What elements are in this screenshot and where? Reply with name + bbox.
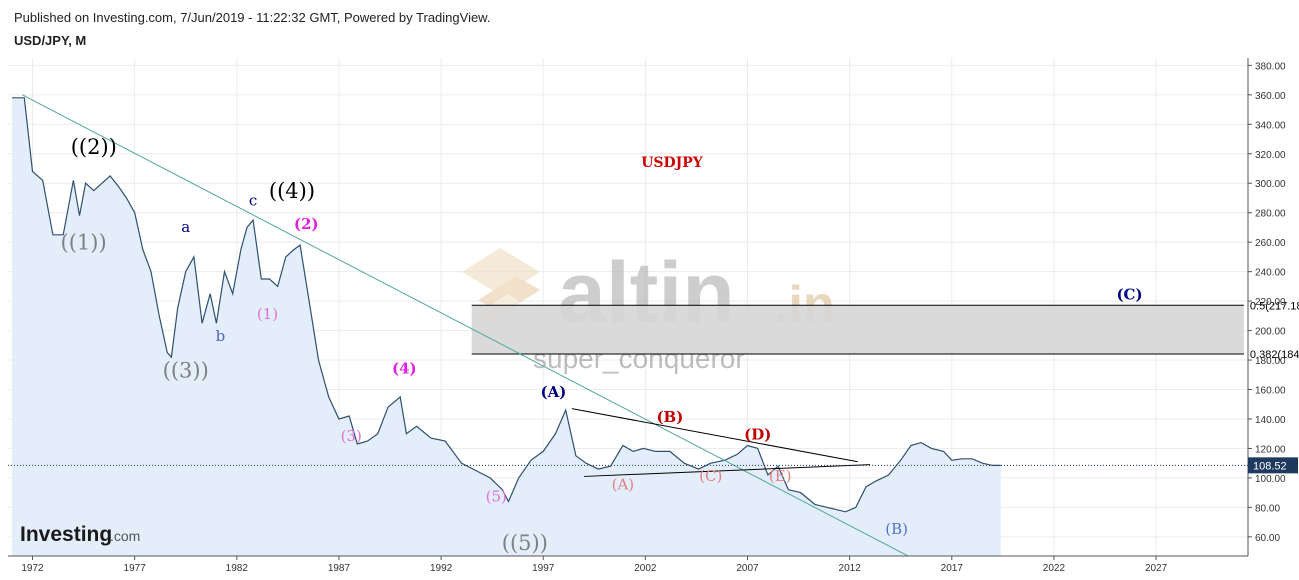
wave-label: ((4)) [269, 179, 315, 203]
wave-label: ((1)) [61, 231, 107, 255]
wave-label: ((3)) [163, 359, 209, 383]
triangle-upper [571, 408, 858, 463]
fib-level-label: 0.5(217.18) [1250, 300, 1299, 312]
logo-main: Investing [20, 523, 112, 546]
symbol-interval: USD/JPY, M [14, 33, 87, 48]
wave-annotations: ((2)) ((1)) ((3)) ((4)) ((5)) a b c (1) (2) (3) (4)… [61, 135, 1143, 555]
price-series [12, 97, 1001, 556]
x-tick-label: 1972 [21, 563, 44, 574]
wave-label: (B) [885, 520, 908, 538]
wave-label: (4) [392, 359, 417, 377]
triangle-lower [584, 464, 871, 477]
current-price-tag: 108.52 [8, 457, 1298, 474]
wave-label: ((2)) [71, 135, 117, 159]
current-price-label: 108.52 [1253, 460, 1287, 472]
wave-label: (5) [486, 487, 507, 505]
wave-label: a [181, 218, 190, 236]
fibonacci-zone: 0.5(217.18) 0.382(184.08) [471, 300, 1299, 361]
fib-zone-band [471, 305, 1244, 355]
y-tick-label: 220.00 [1255, 297, 1286, 308]
x-tick-label: 1982 [226, 563, 249, 574]
published-info: Published on Investing.com, 7/Jun/2019 -… [14, 10, 491, 25]
y-tick-label: 180.00 [1255, 356, 1286, 367]
x-tick-label: 2002 [634, 563, 657, 574]
wave-label: (3) [341, 427, 362, 445]
wave-label: (A) [612, 476, 635, 494]
current-price-box [1248, 457, 1298, 474]
y-tick-label: 300.00 [1255, 179, 1286, 190]
wave-label: b [216, 327, 226, 345]
x-tick-label: 1987 [328, 563, 351, 574]
price-line [12, 97, 1001, 513]
y-tick-label: 120.00 [1255, 444, 1286, 455]
x-tick-label: 2017 [941, 563, 964, 574]
wave-label: (D) [744, 426, 771, 444]
y-tick-label: 260.00 [1255, 238, 1286, 249]
y-tick-label: 240.00 [1255, 268, 1286, 279]
x-tick-label: 2012 [839, 563, 862, 574]
y-tick-label: 200.00 [1255, 327, 1286, 338]
y-tick-label: 380.00 [1255, 61, 1286, 72]
x-tick-label: 1997 [532, 563, 555, 574]
x-tick-label: 2022 [1043, 563, 1066, 574]
y-tick-label: 320.00 [1255, 150, 1286, 161]
fib-level-label: 0.382(184.08) [1250, 349, 1299, 361]
trend-lines [22, 94, 910, 556]
y-tick-label: 160.00 [1255, 386, 1286, 397]
wave-label: ((5)) [502, 531, 548, 555]
x-tick-label: 2007 [736, 563, 759, 574]
y-tick-label: 340.00 [1255, 120, 1286, 131]
wave-label: c [249, 191, 257, 209]
y-tick-label: 60.00 [1255, 533, 1280, 544]
wave-label: (2) [294, 215, 319, 233]
wave-label: (C) [1116, 286, 1142, 304]
y-axis: 60.00 80.00 100.00 120.00 140.00 160.00 180.00… [1248, 61, 1286, 544]
chart-title: USDJPY [641, 155, 704, 171]
x-tick-label: 1977 [124, 563, 147, 574]
price-area [12, 97, 1001, 556]
wave-label: (1) [257, 305, 278, 323]
x-tick-label: 2027 [1145, 563, 1168, 574]
long-term-trend [22, 94, 910, 556]
x-axis: 1972 1977 1982 1987 1992 1997 2002 2007 2012 2017… [21, 556, 1168, 574]
y-tick-label: 80.00 [1255, 503, 1280, 514]
y-tick-label: 140.00 [1255, 415, 1286, 426]
logo-suffix: .com [110, 528, 140, 544]
wave-label: (A) [541, 383, 567, 401]
y-tick-label: 100.00 [1255, 474, 1286, 485]
y-tick-label: 280.00 [1255, 209, 1286, 220]
y-tick-label: 360.00 [1255, 91, 1286, 102]
x-tick-label: 1992 [430, 563, 453, 574]
investing-logo: Investing .com [20, 523, 140, 546]
wave-label: (B) [656, 408, 683, 426]
wave-label: (C) [699, 467, 722, 485]
wave-label: (E) [769, 467, 792, 485]
